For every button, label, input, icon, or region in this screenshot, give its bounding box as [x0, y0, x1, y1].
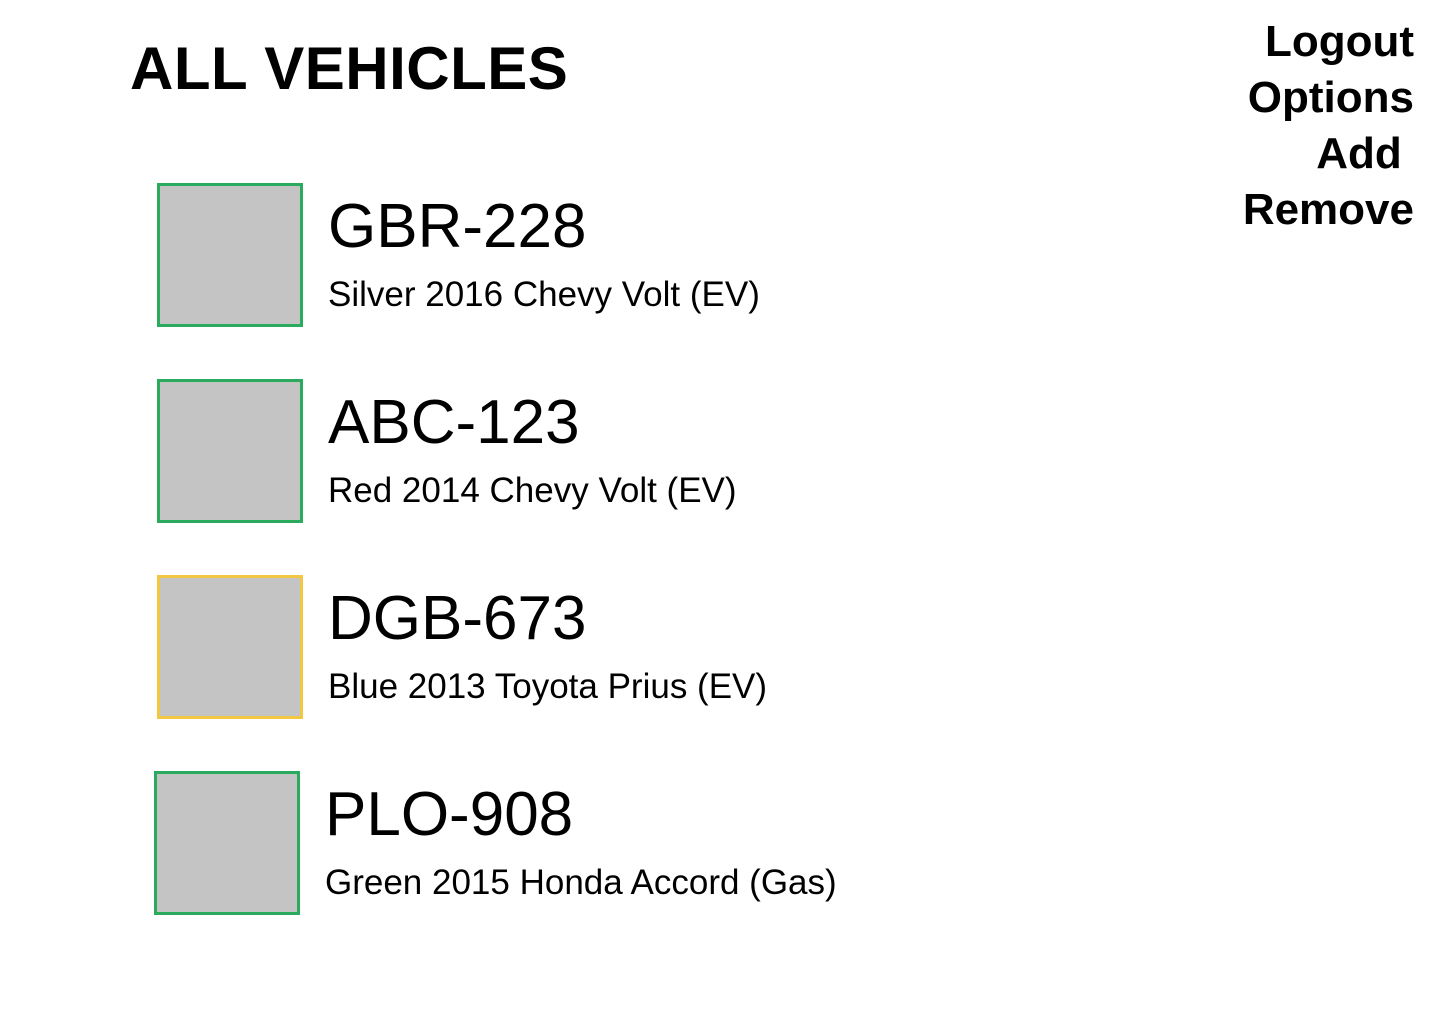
vehicle-plate[interactable]: DGB-673	[328, 584, 587, 653]
vehicle-plate[interactable]: ABC-123	[328, 388, 580, 457]
top-menu: Logout Options Add Remove	[1243, 14, 1414, 238]
vehicle-thumbnail[interactable]	[157, 183, 303, 327]
vehicle-list-item[interactable]: GBR-228 Silver 2016 Chevy Volt (EV)	[157, 183, 957, 329]
vehicle-description: Silver 2016 Chevy Volt (EV)	[328, 275, 760, 314]
options-link[interactable]: Options	[1247, 73, 1414, 122]
vehicle-list-item[interactable]: ABC-123 Red 2014 Chevy Volt (EV)	[157, 379, 957, 525]
add-link[interactable]: Add	[1316, 129, 1414, 178]
vehicle-list-item[interactable]: DGB-673 Blue 2013 Toyota Prius (EV)	[157, 575, 957, 721]
vehicle-description: Blue 2013 Toyota Prius (EV)	[328, 667, 768, 706]
remove-link[interactable]: Remove	[1242, 185, 1414, 234]
vehicle-description: Red 2014 Chevy Volt (EV)	[328, 471, 737, 510]
vehicle-plate[interactable]: GBR-228	[328, 192, 587, 261]
vehicle-list-item[interactable]: PLO-908 Green 2015 Honda Accord (Gas)	[154, 771, 954, 917]
vehicle-thumbnail[interactable]	[157, 379, 303, 523]
vehicle-plate[interactable]: PLO-908	[325, 780, 574, 849]
logout-link[interactable]: Logout	[1264, 17, 1414, 66]
vehicle-description: Green 2015 Honda Accord (Gas)	[325, 863, 837, 902]
page-title: ALL VEHICLES	[130, 35, 569, 102]
vehicle-thumbnail[interactable]	[157, 575, 303, 719]
vehicle-thumbnail[interactable]	[154, 771, 300, 915]
